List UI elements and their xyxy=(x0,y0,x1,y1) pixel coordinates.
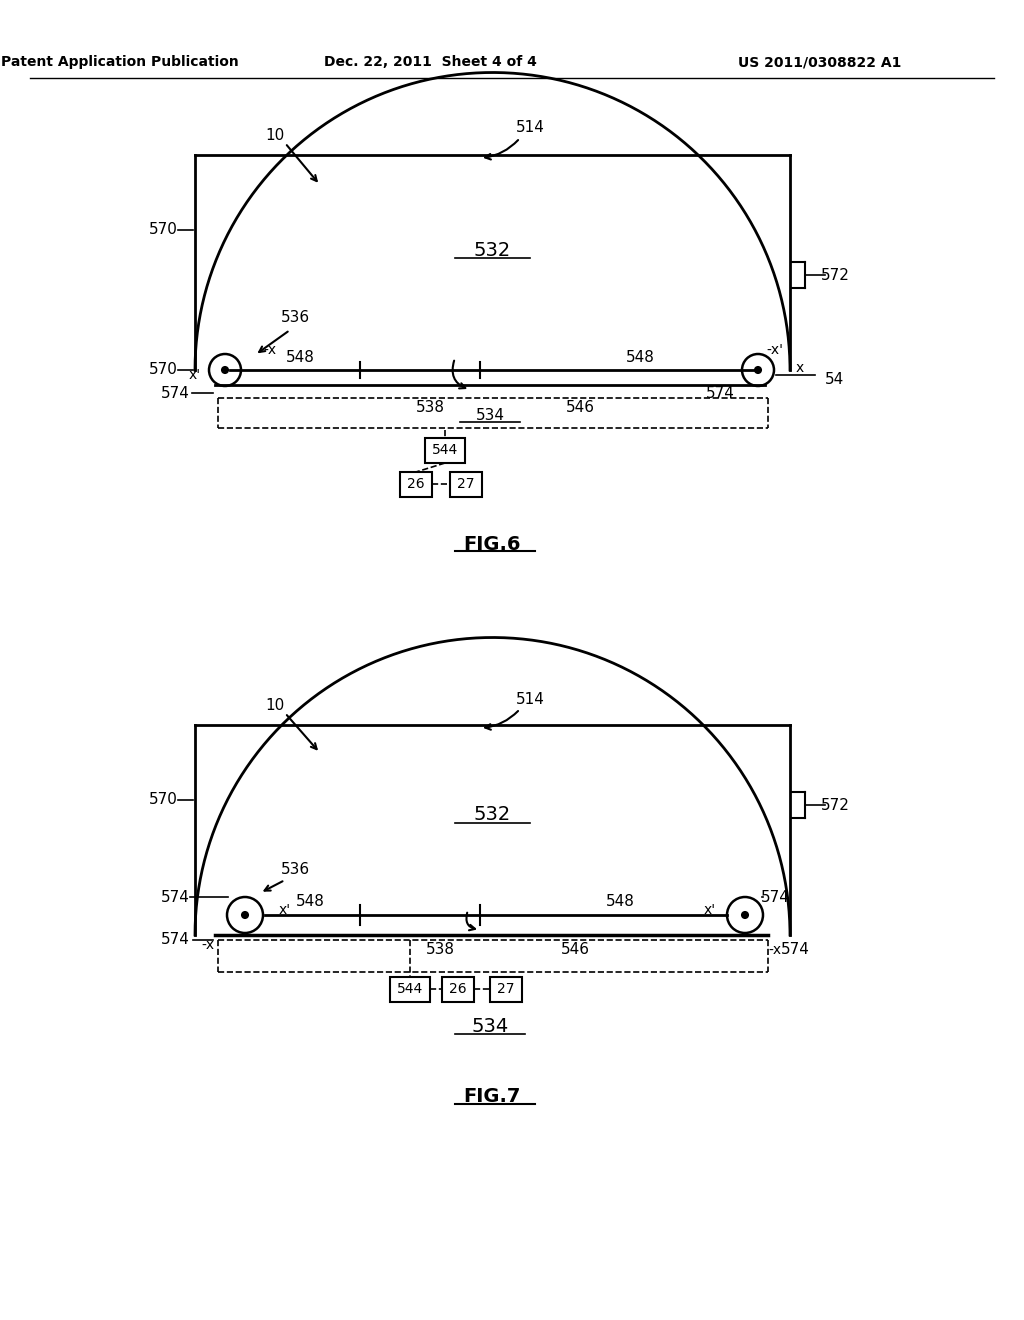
Circle shape xyxy=(742,912,748,917)
Bar xyxy=(390,977,430,1002)
Text: 26: 26 xyxy=(408,477,425,491)
Text: 534: 534 xyxy=(475,408,505,422)
Text: 536: 536 xyxy=(281,310,309,326)
Text: 574: 574 xyxy=(780,942,809,957)
Text: 546: 546 xyxy=(560,942,590,957)
Text: 544: 544 xyxy=(432,444,458,457)
Text: 514: 514 xyxy=(515,120,545,136)
Text: x': x' xyxy=(703,903,716,917)
Text: 534: 534 xyxy=(471,1018,509,1036)
Text: 536: 536 xyxy=(281,862,309,878)
Text: -x: -x xyxy=(768,942,781,957)
Text: x': x' xyxy=(279,903,291,917)
Bar xyxy=(442,977,474,1002)
Text: 574: 574 xyxy=(706,385,734,400)
Text: 570: 570 xyxy=(148,792,177,808)
Circle shape xyxy=(242,912,248,917)
Text: -x: -x xyxy=(263,343,276,356)
Text: 538: 538 xyxy=(426,942,455,957)
Text: -x: -x xyxy=(202,939,215,952)
Text: US 2011/0308822 A1: US 2011/0308822 A1 xyxy=(738,55,902,69)
Text: 570: 570 xyxy=(148,223,177,238)
Text: 574: 574 xyxy=(761,890,790,904)
Text: -x': -x' xyxy=(767,343,783,356)
Circle shape xyxy=(222,367,228,374)
Text: 548: 548 xyxy=(626,351,654,366)
Text: 538: 538 xyxy=(416,400,444,416)
Text: 574: 574 xyxy=(161,890,189,904)
Text: 26: 26 xyxy=(450,982,467,997)
Bar xyxy=(450,473,482,498)
Text: 54: 54 xyxy=(825,372,845,388)
Text: Patent Application Publication: Patent Application Publication xyxy=(1,55,239,69)
Text: 574: 574 xyxy=(161,385,189,400)
Circle shape xyxy=(755,367,761,374)
Text: 572: 572 xyxy=(820,797,850,813)
Text: Dec. 22, 2011  Sheet 4 of 4: Dec. 22, 2011 Sheet 4 of 4 xyxy=(324,55,537,69)
Text: x': x' xyxy=(189,368,201,381)
Text: 570: 570 xyxy=(148,363,177,378)
Text: 532: 532 xyxy=(473,240,511,260)
Text: 574: 574 xyxy=(161,932,189,948)
Text: x: x xyxy=(796,360,804,375)
Bar xyxy=(490,977,522,1002)
Text: 514: 514 xyxy=(515,693,545,708)
Text: 27: 27 xyxy=(458,477,475,491)
Text: FIG.6: FIG.6 xyxy=(463,536,521,554)
Text: 546: 546 xyxy=(565,400,595,416)
Text: 532: 532 xyxy=(473,805,511,825)
Text: 548: 548 xyxy=(286,351,314,366)
Bar xyxy=(400,473,432,498)
Text: 544: 544 xyxy=(397,982,423,997)
Text: 10: 10 xyxy=(265,697,285,713)
Text: 572: 572 xyxy=(820,268,850,282)
Text: 548: 548 xyxy=(605,894,635,908)
Text: 548: 548 xyxy=(296,894,325,908)
Bar xyxy=(425,438,465,463)
Text: 10: 10 xyxy=(265,128,285,143)
Text: 27: 27 xyxy=(498,982,515,997)
Text: FIG.7: FIG.7 xyxy=(463,1088,520,1106)
